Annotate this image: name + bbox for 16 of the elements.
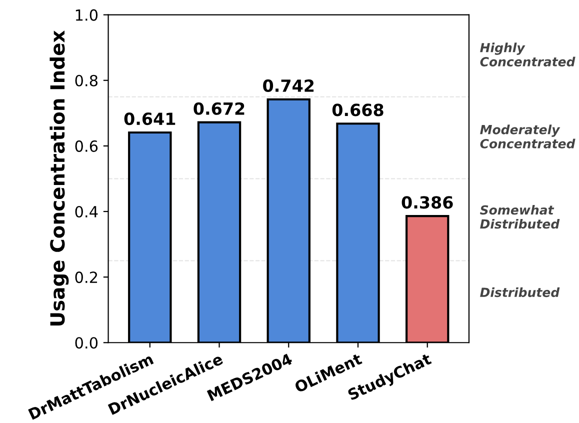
y-axis-title: Usage Concentration Index: [50, 30, 69, 326]
y-tick-label: 0.0: [75, 337, 98, 349]
y-tick-label: 0.8: [75, 74, 98, 86]
data-label: 0.668: [332, 104, 384, 116]
text: Highly Concentrated: [480, 42, 576, 66]
data-label: 0.386: [402, 196, 453, 209]
data-label: 0.742: [263, 79, 314, 92]
y-tick-label: 0.2: [75, 272, 98, 284]
text: Somewhat Distributed: [480, 205, 560, 229]
y-tick-label: 0.4: [75, 206, 98, 218]
y-tick-label: 0.6: [75, 140, 98, 152]
text: Moderately Concentrated: [480, 124, 576, 148]
y-tick-label: 1.0: [76, 9, 98, 21]
data-label: 0.672: [194, 102, 244, 115]
text: Distributed: [480, 287, 560, 298]
data-label: 0.641: [124, 112, 176, 126]
